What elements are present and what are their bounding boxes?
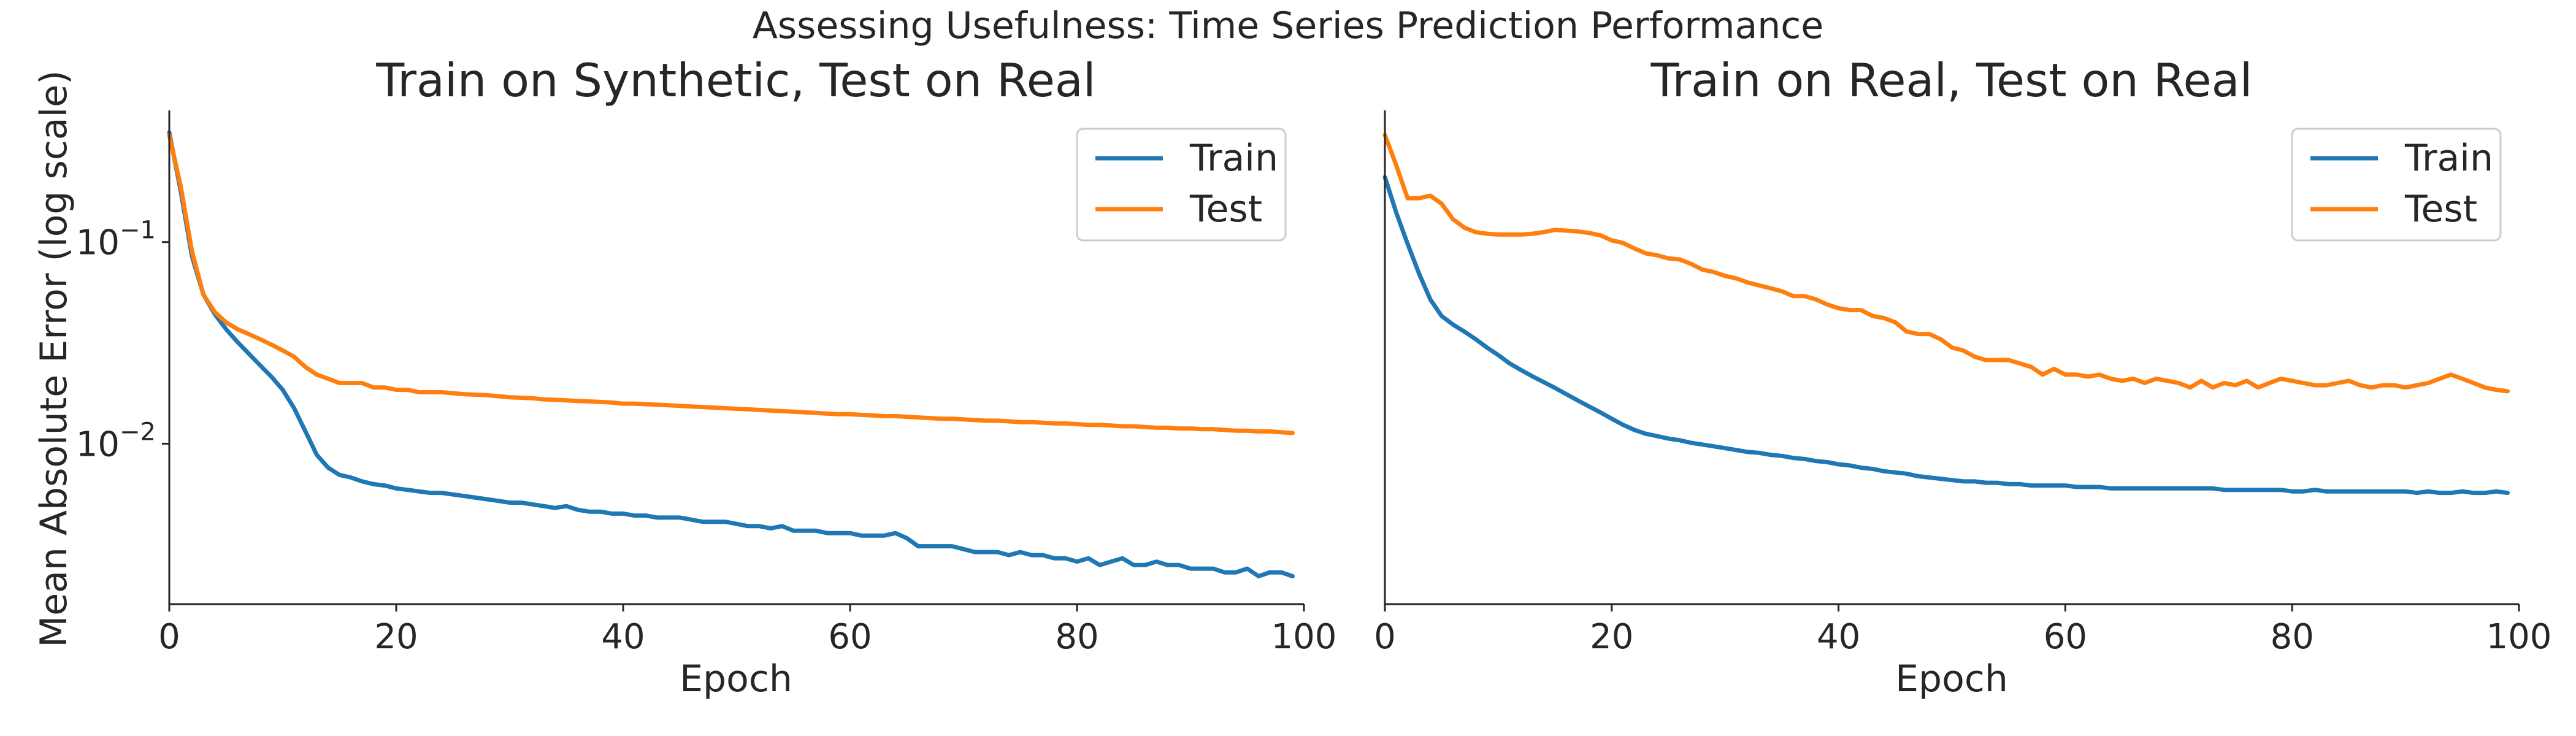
x-tick-label: 0 [158, 617, 180, 657]
series-line-test [167, 132, 1295, 435]
x-tick-label: 0 [1374, 617, 1396, 657]
panel-synthetic: Train on Synthetic, Test on Real Mean Ab… [33, 53, 1336, 700]
series-line-test [1382, 132, 2510, 394]
legend-real: Train Test [2291, 128, 2502, 242]
x-tick-label: 100 [1271, 617, 1337, 657]
x-tick-label: 80 [2271, 617, 2314, 657]
y-tick-label: 10−2 [76, 418, 156, 464]
x-tick-label: 60 [828, 617, 872, 657]
legend-label-test: Test [2404, 188, 2477, 231]
series-lines-synthetic [167, 130, 1295, 578]
series-line-train [167, 130, 1295, 578]
y-tick-base: 10 [76, 424, 120, 464]
series-line-train [1382, 175, 2510, 496]
x-tick-label: 20 [374, 617, 418, 657]
y-axis-label: Mean Absolute Error (log scale) [33, 70, 75, 647]
x-axis-label-synthetic: Epoch [680, 657, 792, 700]
y-tick-label: 10−1 [76, 217, 156, 263]
legend-synthetic: Train Test [1076, 128, 1287, 242]
x-tick-label: 80 [1055, 617, 1098, 657]
legend-label-train: Train [1189, 137, 1278, 180]
panel-title-real: Train on Real, Test on Real [1650, 53, 2253, 107]
legend-label-test: Test [1189, 188, 1262, 231]
ticks-real: 0 20 40 60 80 100 [1374, 604, 2551, 657]
y-tick-base: 10 [76, 223, 120, 263]
figure-suptitle: Assessing Usefulness: Time Series Predic… [753, 4, 1823, 47]
y-tick-exponent: −1 [120, 217, 156, 245]
x-tick-label: 100 [2486, 617, 2552, 657]
legend-label-train: Train [2404, 137, 2493, 180]
series-lines-real [1382, 132, 2510, 496]
x-tick-label: 60 [2044, 617, 2087, 657]
panel-real: Train on Real, Test on Real Epoch 0 20 40 6… [1374, 53, 2551, 700]
panel-title-synthetic: Train on Synthetic, Test on Real [375, 53, 1095, 107]
x-tick-label: 20 [1590, 617, 1633, 657]
y-tick-exponent: −2 [120, 418, 156, 446]
x-axis-label-real: Epoch [1895, 657, 2008, 700]
x-tick-label: 40 [601, 617, 645, 657]
x-tick-label: 40 [1817, 617, 1860, 657]
